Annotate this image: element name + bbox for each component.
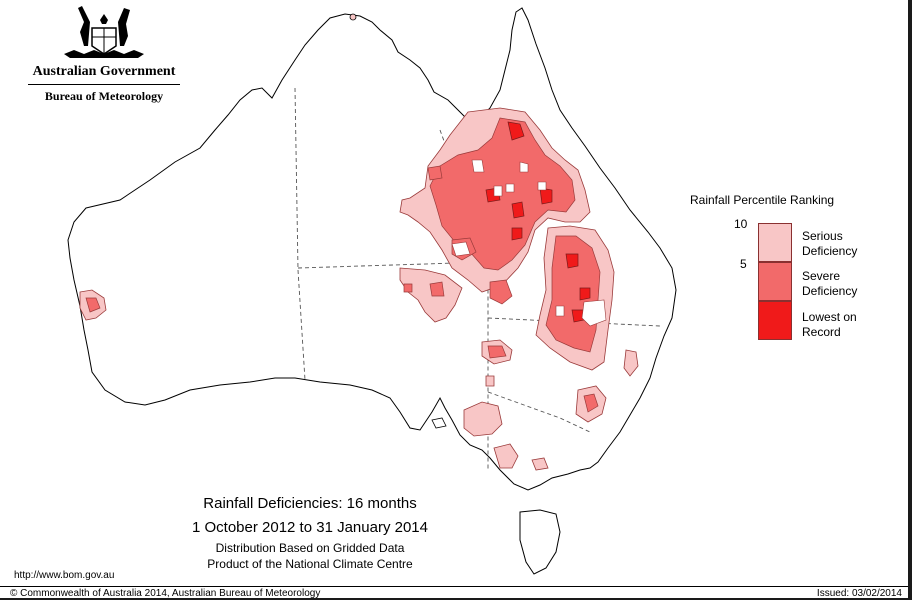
legend-label-line: Record: [802, 325, 841, 339]
map-product: Product of the National Climate Centre: [207, 557, 413, 571]
island: [349, 13, 357, 21]
no-deficiency-holes: [451, 159, 607, 327]
legend-scale-top: 10: [734, 217, 748, 231]
australia-map: [64, 6, 677, 575]
legend-label-serious: Serious Deficiency: [802, 229, 892, 259]
issued-date: Issued: 03/02/2014: [816, 588, 902, 599]
copyright-text: © Commonwealth of Australia 2014, Austra…: [10, 588, 321, 599]
legend-label-severe: Severe Deficiency: [802, 269, 892, 299]
legend-swatch-severe: [758, 262, 792, 301]
tasmania-outline: [519, 509, 561, 575]
legend-label-line: Serious: [802, 229, 843, 243]
footer-bar: © Commonwealth of Australia 2014, Austra…: [0, 586, 908, 599]
government-name: Australian Government: [28, 64, 180, 85]
legend-label-line: Deficiency: [802, 284, 858, 298]
map-title: Rainfall Deficiencies: 16 months: [203, 495, 417, 512]
government-branding: Australian Government Bureau of Meteorol…: [24, 6, 184, 104]
legend-title: Rainfall Percentile Ranking: [690, 193, 835, 207]
legend: Rainfall Percentile Ranking 10 5 Serious…: [690, 193, 890, 340]
map-method: Distribution Based on Gridded Data: [215, 541, 405, 555]
coat-of-arms-emblem: [64, 6, 144, 58]
legend-label-line: Deficiency: [802, 244, 858, 258]
legend-label-line: Severe: [802, 269, 841, 283]
legend-label-lowest: Lowest on Record: [802, 310, 892, 340]
legend-swatch-lowest: [758, 301, 792, 340]
bureau-name: Bureau of Meteorology: [44, 89, 164, 103]
legend-label-line: Lowest on: [802, 310, 857, 324]
website-url: http://www.bom.gov.au: [14, 570, 115, 581]
legend-scale-mid: 5: [740, 257, 747, 271]
lowest-on-record-areas: [485, 121, 591, 323]
severe-deficiency-areas: [85, 117, 601, 413]
island: [431, 417, 447, 429]
legend-swatch-serious: [758, 223, 792, 262]
map-period: 1 October 2012 to 31 January 2014: [191, 519, 428, 536]
